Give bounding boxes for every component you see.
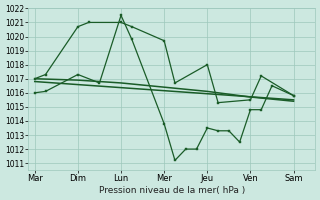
- X-axis label: Pression niveau de la mer( hPa ): Pression niveau de la mer( hPa ): [99, 186, 245, 195]
